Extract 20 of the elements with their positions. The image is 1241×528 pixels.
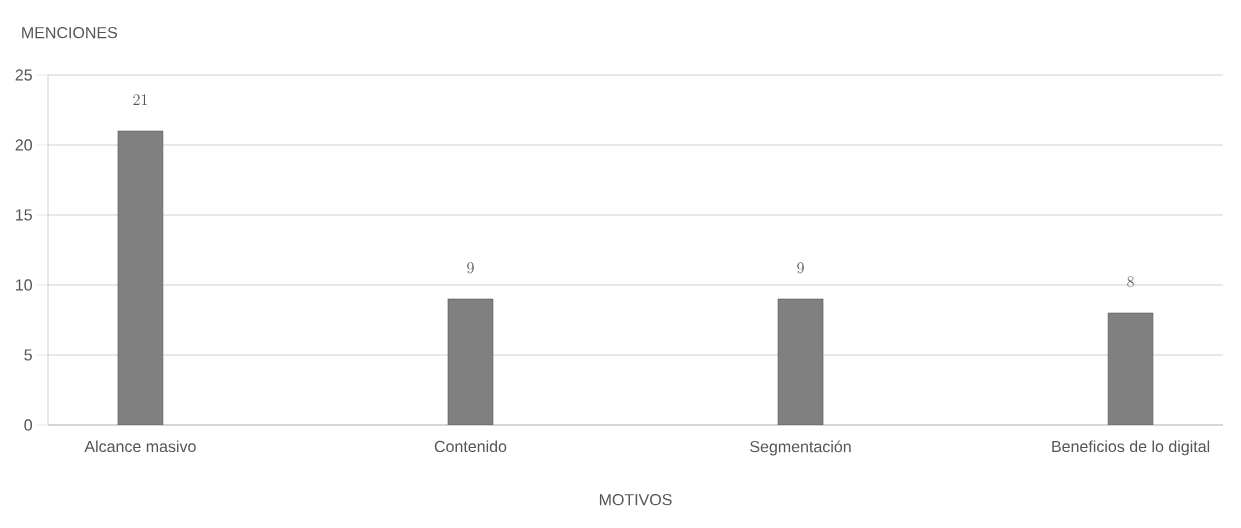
y-tick-label: 20	[15, 139, 32, 151]
bar	[447, 298, 494, 425]
bar	[1107, 312, 1154, 425]
y-tick-label: 10	[16, 279, 32, 291]
y-tick-label: 5	[24, 349, 32, 361]
data-label: 9	[467, 262, 474, 274]
x-axis-title: MOTIVOS	[599, 493, 672, 506]
x-tick-label: Contenido	[434, 440, 507, 453]
bar	[777, 298, 824, 425]
data-label: 9	[797, 262, 804, 274]
y-tick-label: 0	[24, 419, 33, 431]
x-tick-label: Beneficios de lo digital	[1052, 440, 1210, 456]
y-tick-label: 25	[15, 69, 32, 81]
bar	[117, 130, 164, 425]
x-tick-label: Alcance masivo	[84, 440, 196, 453]
x-tick-label: Segmentación	[750, 440, 851, 456]
data-label: 21	[133, 94, 147, 105]
data-label: 8	[1127, 276, 1134, 288]
y-axis-title: MENCIONES	[22, 26, 118, 39]
y-tick-label: 15	[16, 209, 32, 221]
